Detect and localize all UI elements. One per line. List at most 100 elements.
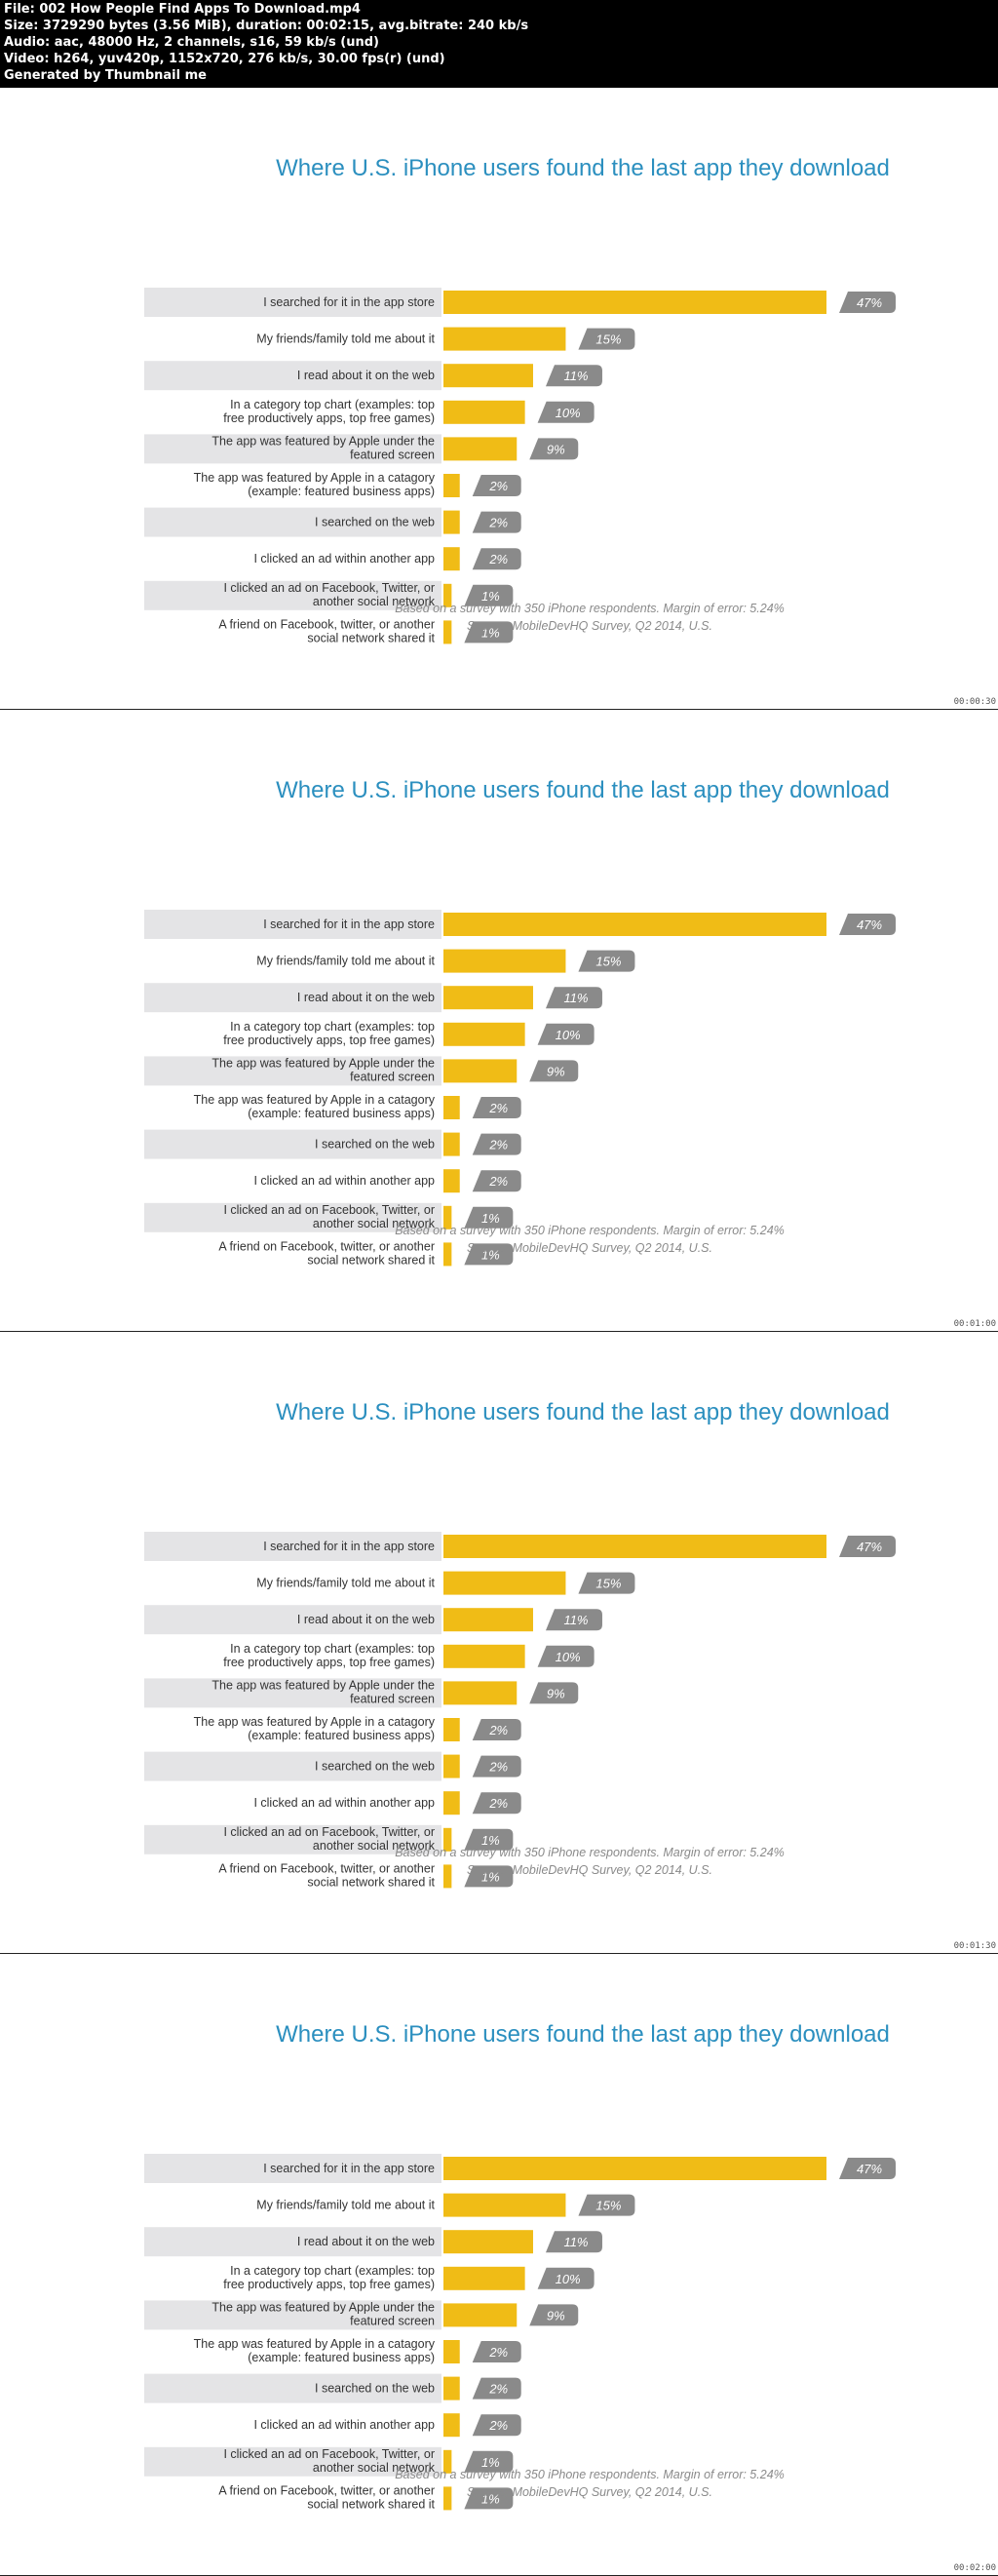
category-label: The app was featured by Apple in a catag… xyxy=(194,471,436,498)
category-label: My friends/family told me about it xyxy=(256,955,435,968)
chart-title: Where U.S. iPhone users found the last a… xyxy=(276,777,890,803)
bar xyxy=(443,1827,452,1852)
value-badge: 10% xyxy=(537,1023,595,1045)
category-label-bg xyxy=(144,2483,441,2514)
value-label: 15% xyxy=(595,1577,621,1591)
value-label: 2% xyxy=(488,2418,508,2433)
bar xyxy=(443,437,518,461)
bar xyxy=(443,1169,460,1193)
category-label-line: My friends/family told me about it xyxy=(256,2199,435,2212)
category-label-bg xyxy=(144,1715,441,1744)
category-label: I clicked an ad within another app xyxy=(253,2418,435,2432)
value-badge: 2% xyxy=(472,2341,521,2362)
value-label: 1% xyxy=(481,589,500,604)
value-badge: 10% xyxy=(537,2267,595,2289)
value-label: 9% xyxy=(547,1064,565,1078)
bar xyxy=(443,1096,460,1119)
value-label: 2% xyxy=(488,479,508,493)
value-badge-shape xyxy=(537,401,595,423)
bar xyxy=(443,2157,826,2180)
category-label-line: another social network xyxy=(313,595,436,608)
value-badge: 2% xyxy=(472,1133,521,1155)
value-badge-shape xyxy=(839,1536,896,1557)
generator-line: Generated by Thumbnail me xyxy=(4,68,207,83)
category-label: I clicked an ad on Facebook, Twitter, or… xyxy=(223,2447,435,2475)
bar xyxy=(443,364,533,388)
video-frame: Where U.S. iPhone users found the last a… xyxy=(0,1954,998,2576)
category-label-line: (example: featured business apps) xyxy=(248,1729,435,1742)
category-label-bg xyxy=(144,1678,441,1708)
category-label-bg xyxy=(144,910,441,939)
value-label: 9% xyxy=(547,2308,565,2322)
bar xyxy=(443,1864,452,1889)
category-label-bg xyxy=(144,544,441,574)
bar xyxy=(443,291,826,314)
category-label-line: social network shared it xyxy=(307,631,435,644)
category-label-line: The app was featured by Apple under the xyxy=(211,1056,435,1070)
bar xyxy=(443,2266,525,2290)
value-badge: 15% xyxy=(578,950,635,972)
bar-chart: Where U.S. iPhone users found the last a… xyxy=(144,1399,896,1892)
category-label-line: The app was featured by Apple under the xyxy=(211,2300,435,2314)
value-label: 1% xyxy=(481,2455,500,2470)
bar xyxy=(443,400,525,424)
value-badge: 11% xyxy=(545,987,602,1009)
value-label: 1% xyxy=(481,625,500,640)
bar xyxy=(443,2413,460,2438)
category-label: I clicked an ad within another app xyxy=(253,552,435,566)
value-label: 47% xyxy=(857,2162,882,2176)
category-label-bg xyxy=(144,580,441,610)
category-label-line: (example: featured business apps) xyxy=(248,1107,435,1120)
category-label: I searched for it in the app store xyxy=(263,2162,435,2175)
value-badge-shape xyxy=(472,1170,521,1192)
category-label-line: free productively apps, top free games) xyxy=(223,2278,435,2291)
value-badge-shape xyxy=(529,1060,579,1082)
category-label-bg xyxy=(144,2300,441,2330)
bar-chart: Where U.S. iPhone users found the last a… xyxy=(144,155,896,647)
category-label: I read about it on the web xyxy=(297,369,435,382)
value-label: 10% xyxy=(556,1650,581,1664)
file-name-line: File: 002 How People Find Apps To Downlo… xyxy=(4,2,361,17)
value-badge-shape xyxy=(578,950,635,972)
category-label-bg xyxy=(144,507,441,537)
value-label: 47% xyxy=(857,1540,882,1554)
value-badge-shape xyxy=(545,365,602,387)
category-label-line: I read about it on the web xyxy=(297,369,435,382)
value-badge-shape xyxy=(464,1865,514,1888)
value-label: 1% xyxy=(481,1869,500,1884)
value-badge-shape xyxy=(545,1609,602,1631)
category-label-bg xyxy=(144,2227,441,2257)
category-label-bg xyxy=(144,288,441,317)
category-label-bg xyxy=(144,1093,441,1122)
value-badge-shape xyxy=(578,2194,635,2216)
category-label-line: I clicked an ad on Facebook, Twitter, or xyxy=(223,1825,435,1839)
value-badge-shape xyxy=(472,1719,521,1740)
category-label: My friends/family told me about it xyxy=(256,2199,435,2212)
value-badge-shape xyxy=(529,438,579,460)
category-label: My friends/family told me about it xyxy=(256,1577,435,1590)
file-size-line: Size: 3729290 bytes (3.56 MiB), duration… xyxy=(4,19,529,33)
value-badge: 9% xyxy=(529,1682,579,1704)
value-badge: 2% xyxy=(472,1719,521,1740)
bar xyxy=(443,1059,518,1083)
frame-timestamp: 00:02:00 xyxy=(953,2563,996,2573)
category-label-bg xyxy=(144,434,441,464)
value-label: 11% xyxy=(563,991,588,1005)
bar xyxy=(443,583,452,607)
category-label: The app was featured by Apple under the f… xyxy=(211,1056,435,1083)
bar xyxy=(443,1608,533,1632)
category-label-line: featured screen xyxy=(350,2314,435,2327)
value-badge-shape xyxy=(464,2450,514,2473)
category-label: In a category top chart (examples: top fr… xyxy=(223,398,435,425)
category-label-bg xyxy=(144,361,441,391)
value-label: 2% xyxy=(488,1101,508,1115)
value-badge: 15% xyxy=(578,1572,635,1594)
value-badge: 9% xyxy=(529,1060,579,1082)
category-label-line: The app was featured by Apple in a catag… xyxy=(194,2337,436,2351)
bar xyxy=(443,1022,525,1046)
category-label-bg xyxy=(144,2154,441,2183)
value-badge-shape xyxy=(472,511,521,533)
value-badge: 9% xyxy=(529,2304,579,2326)
value-badge: 9% xyxy=(529,438,579,460)
value-badge-shape xyxy=(472,2377,521,2400)
